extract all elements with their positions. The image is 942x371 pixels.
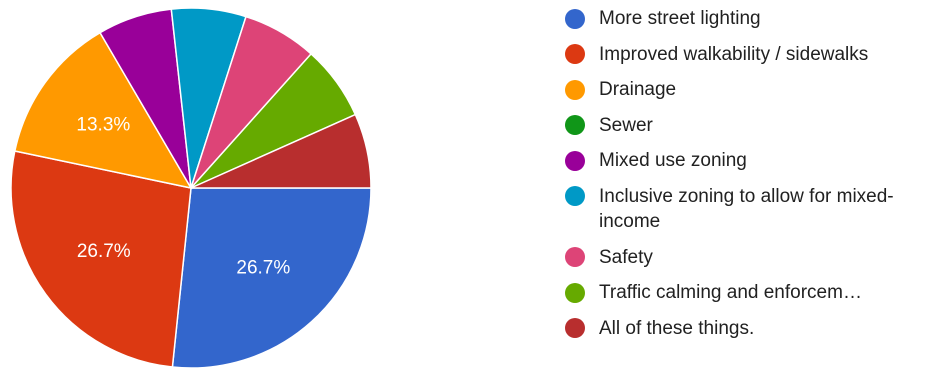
legend-label: Sewer [599, 114, 653, 136]
legend-swatch-icon [565, 44, 585, 64]
legend-label: More street lighting [599, 8, 761, 29]
legend-label: Inclusive zoning to allow for mixed-inco… [599, 185, 894, 233]
legend-item: Inclusive zoning to allow for mixed-inco… [565, 184, 942, 235]
legend: More street lighting Improved walkability… [565, 6, 942, 351]
legend-swatch-icon [565, 79, 585, 100]
slice-data-label: 26.7% [77, 241, 131, 262]
legend-swatch-icon [565, 318, 585, 338]
legend-item: More street lighting [565, 6, 942, 32]
legend-item: Sewer [565, 113, 942, 139]
legend-label: Improved walkability / sidewalks [599, 43, 869, 65]
pie-data-labels: 26.7% 26.7% 13.3% [76, 114, 290, 278]
pie-slice [13, 31, 193, 190]
legend-swatch-icon [565, 247, 585, 267]
pie-slice [10, 150, 192, 368]
legend-label: Drainage [599, 79, 677, 100]
pie-slices [10, 7, 372, 369]
legend-swatch-icon [565, 8, 585, 29]
legend-label: Safety [599, 246, 653, 268]
legend-swatch-icon [565, 282, 585, 303]
legend-item: Improved walkability / sidewalks [565, 42, 942, 68]
pie-plot: 26.7% 26.7% 13.3% [10, 7, 372, 369]
slice-data-label: 13.3% [76, 114, 130, 135]
legend-item: All of these things. [565, 316, 942, 342]
slice-data-label: 26.7% [236, 258, 290, 279]
legend-item: Drainage [565, 77, 942, 103]
pie-slice [171, 187, 372, 369]
legend-label: Traffic calming and enforcem… [599, 282, 862, 303]
legend-swatch-icon [565, 150, 585, 171]
legend-swatch-icon [565, 186, 585, 206]
legend-item: Mixed use zoning [565, 148, 942, 174]
legend-swatch-icon [565, 115, 585, 135]
legend-label: Mixed use zoning [599, 150, 747, 171]
pie-slice [190, 113, 372, 189]
legend-label: All of these things. [599, 317, 755, 339]
legend-item: Safety [565, 245, 942, 271]
legend-item: Traffic calming and enforcem… [565, 280, 942, 306]
